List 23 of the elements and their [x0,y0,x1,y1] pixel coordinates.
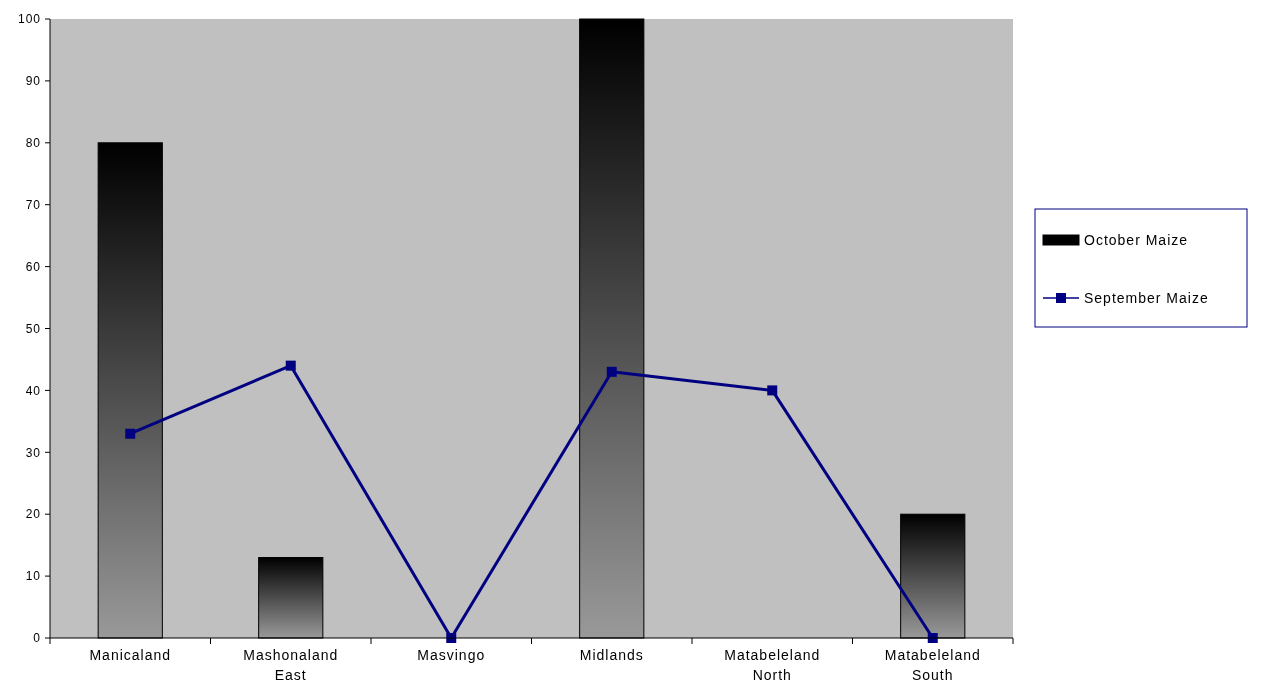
point [606,366,617,377]
y-tick-label: 60 [25,259,41,274]
x-tick-label: Masvingo [417,647,486,663]
x-tick-label: Matabeleland North [724,647,821,683]
x-tick-label: Mashonaland East [243,647,339,683]
legend-label: October Maize [1084,231,1189,248]
y-tick-label: 30 [25,445,41,460]
point [767,385,778,396]
point [125,428,136,439]
point [285,360,296,371]
x-tick-label: Manicaland [89,647,172,663]
y-tick-label: 20 [25,507,41,522]
x-tick-label: Midlands [579,647,644,663]
y-tick-label: 50 [25,321,41,336]
x-tick-label: Matabeleland South [884,647,981,683]
legend-label: September Maize [1084,289,1209,306]
y-tick-label: 0 [33,631,41,646]
y-tick-label: 40 [25,383,41,398]
y-tick-label: 90 [25,74,41,89]
y-tick-label: 70 [25,197,41,212]
y-tick-label: 100 [17,12,41,27]
y-tick-label: 80 [25,136,41,150]
y-tick-label: 10 [25,569,41,584]
